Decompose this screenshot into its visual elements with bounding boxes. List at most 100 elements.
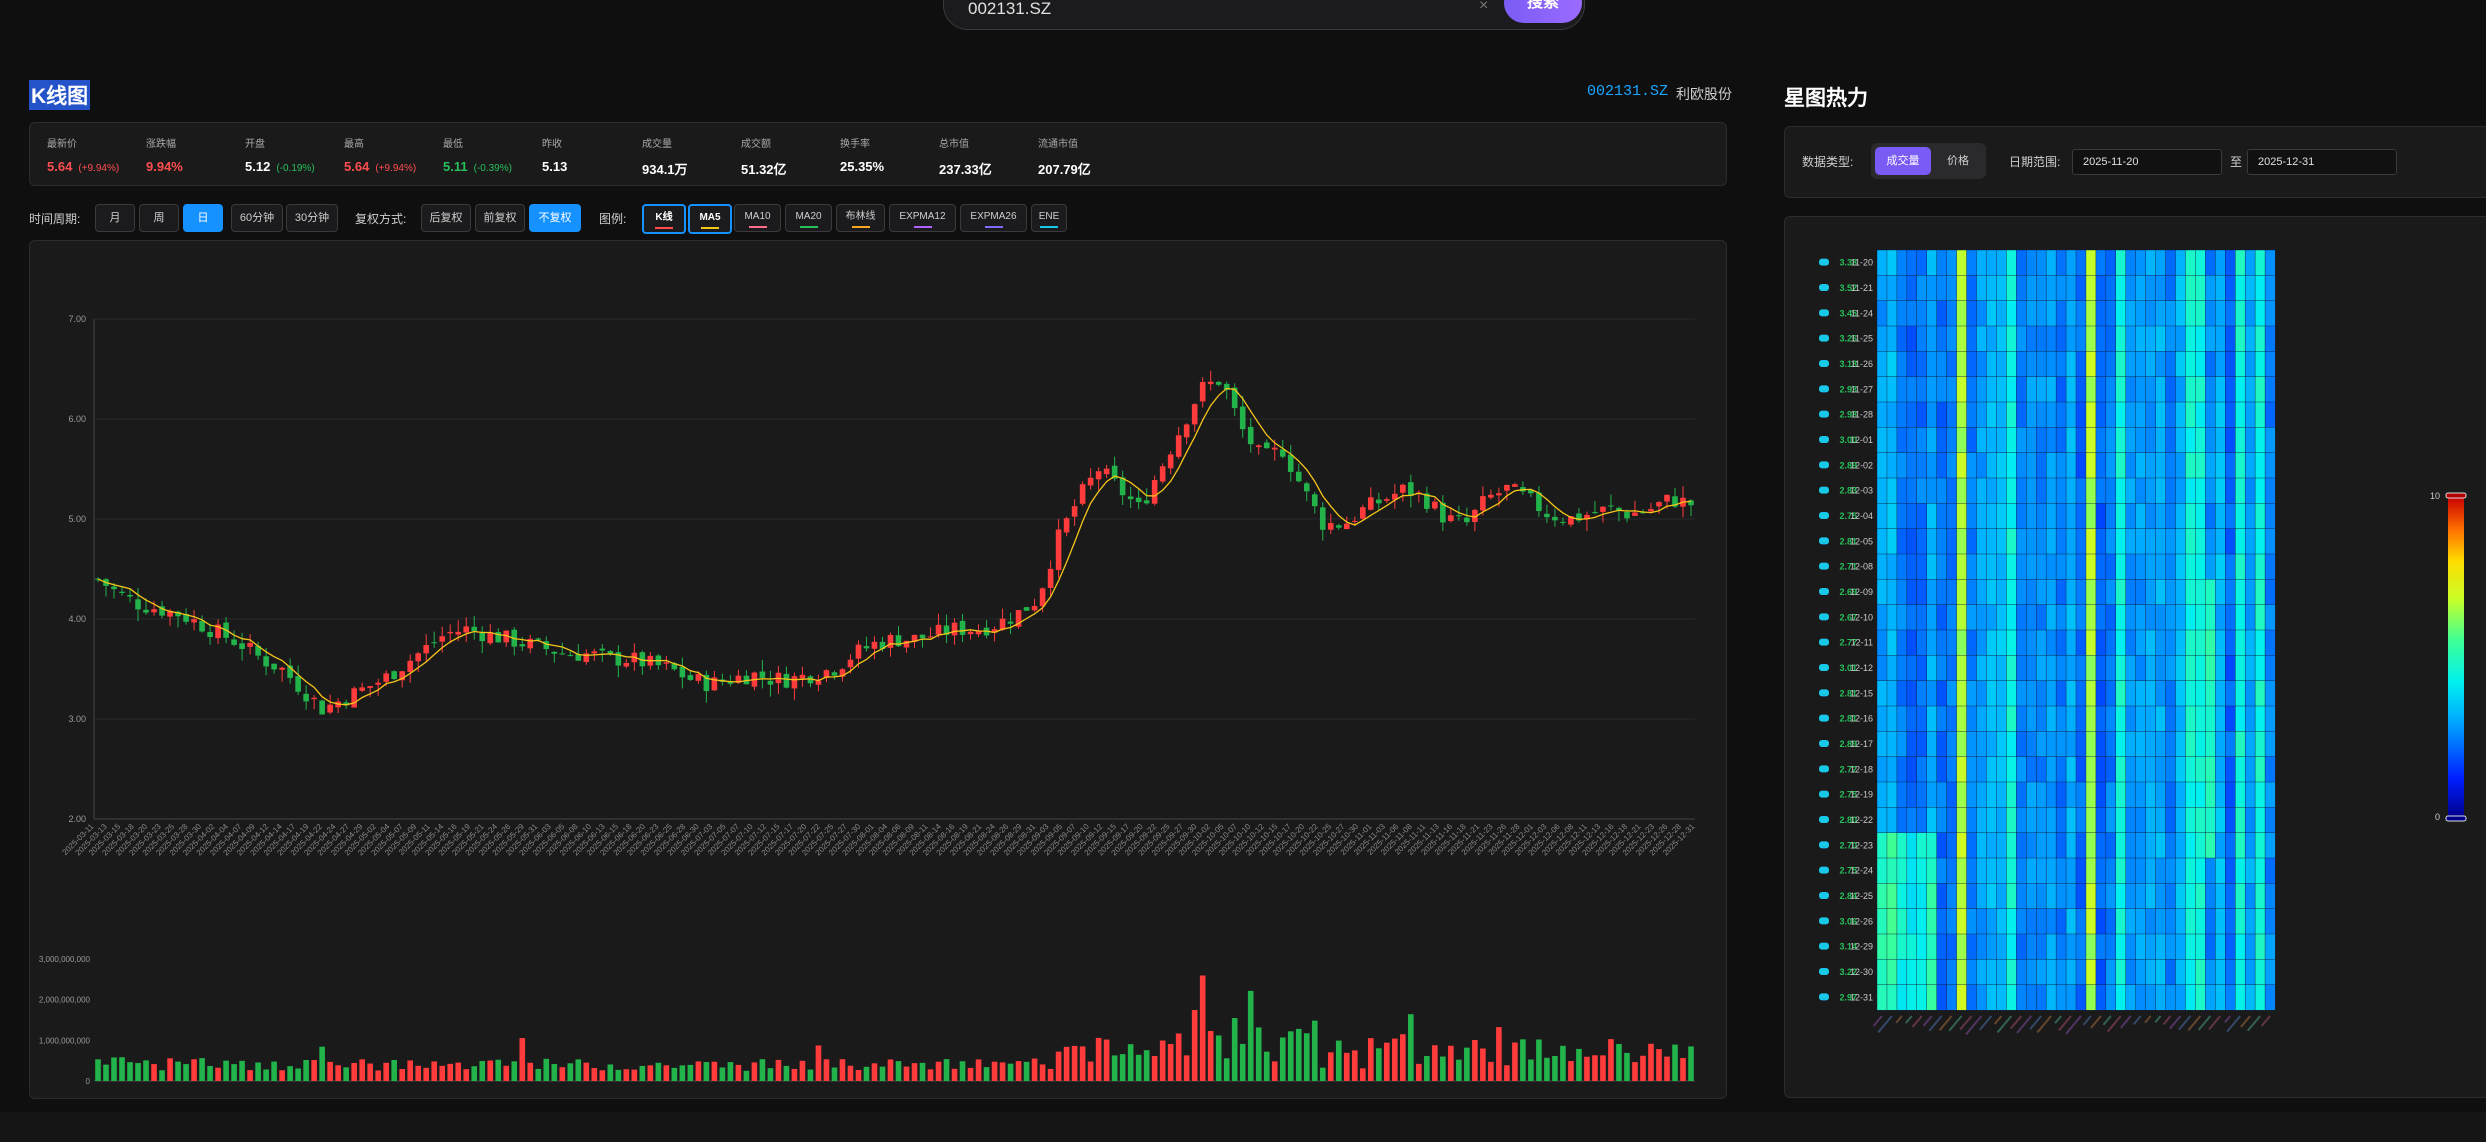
heatmap-cell — [1886, 300, 1898, 327]
heatmap-cell — [2215, 604, 2226, 631]
heatmap-cell — [2115, 857, 2127, 884]
legend-toggle[interactable]: EXPMA12 — [889, 204, 956, 232]
heatmap-cell — [2045, 579, 2057, 606]
heatmap-cell — [2264, 756, 2276, 783]
candle-body — [1279, 449, 1286, 457]
heatmap-cell — [1956, 959, 1968, 986]
candle-body — [863, 646, 870, 649]
search-input[interactable] — [966, 0, 1430, 23]
heatmap-cell — [2165, 325, 2176, 352]
volume-bar — [751, 1062, 758, 1081]
column-label — [1911, 1015, 1923, 1028]
candle-body — [839, 669, 846, 677]
heatmap-cell — [2026, 857, 2037, 884]
kline-title: K线图 — [29, 80, 91, 110]
heatmap-cell — [1896, 401, 1908, 428]
volume-bar — [527, 1062, 534, 1081]
heatmap-cell — [2055, 731, 2067, 758]
heatmap-cell — [2155, 249, 2167, 276]
candle-body — [1688, 500, 1694, 506]
legend-toggle[interactable]: MA10 — [734, 204, 781, 232]
heatmap-cell — [1966, 807, 1978, 834]
period-button[interactable]: 周 — [139, 204, 179, 232]
heatmap-cell — [2055, 503, 2067, 530]
start-date-input[interactable]: 2025-11-20 — [2072, 149, 2222, 175]
period-button[interactable]: 月 — [95, 204, 135, 232]
heatmap-chart[interactable]: 3.3811-203.5211-213.4511-243.2611-253.18… — [1785, 217, 2486, 1097]
heatmap-cell — [2135, 579, 2147, 606]
type-price-button[interactable]: 价格 — [1947, 155, 1969, 167]
column-label — [1996, 1015, 2013, 1034]
heatmap-cell — [2095, 629, 2107, 656]
heatmap-cell — [1966, 731, 1978, 758]
type-volume-button[interactable]: 成交量 — [1875, 147, 1931, 175]
heatmap-cell — [1996, 680, 2007, 707]
legend-toggle[interactable]: MA20 — [785, 204, 832, 232]
heatmap-cell — [2254, 528, 2266, 555]
heatmap-cell — [2016, 401, 2027, 428]
heatmap-cell — [1996, 883, 2007, 910]
heatmap-cell — [1906, 300, 1918, 327]
volume-bar — [943, 1059, 950, 1081]
heatmap-cell — [2006, 984, 2017, 1011]
row-date-label: 12-31 — [1850, 992, 1873, 1002]
row-marker — [1819, 537, 1829, 545]
volume-bar — [1544, 1057, 1550, 1081]
stat-value: 5.13 — [542, 159, 567, 174]
legend-swatch — [799, 226, 818, 228]
adjust-button[interactable]: 前复权 — [475, 204, 525, 232]
kline-chart[interactable]: 2.003.004.005.006.007.002025-03-112025-0… — [30, 241, 1726, 1098]
heatmap-cell — [1896, 959, 1908, 986]
volume-bar — [1255, 1027, 1262, 1081]
volume-bar — [215, 1067, 221, 1081]
heatmap-cell — [1906, 933, 1918, 960]
heatmap-cell — [2215, 756, 2226, 783]
heatmap-cell — [2065, 731, 2077, 758]
heatmap-cell — [2175, 477, 2186, 504]
heatmap-cell — [2155, 807, 2167, 834]
clear-icon[interactable]: × — [1479, 0, 1489, 14]
volume-bar — [1103, 1039, 1110, 1081]
heatmap-cell — [2095, 908, 2107, 935]
heatmap-cell — [2026, 933, 2037, 960]
candle-body — [143, 609, 149, 613]
period-button[interactable]: 60分钟 — [231, 204, 283, 232]
heatmap-cell — [1936, 908, 1948, 935]
stat-label: 换手率 — [840, 139, 870, 150]
heatmap-cell — [1876, 553, 1888, 580]
heatmap-cell — [1896, 908, 1908, 935]
legend-toggle[interactable]: 布林线 — [836, 204, 885, 232]
heatmap-cell — [2185, 325, 2196, 352]
candle-body — [1303, 483, 1310, 492]
candle-body — [1464, 517, 1470, 523]
legend-toggle[interactable]: K线 — [642, 204, 686, 234]
row-value: 3.00 — [1839, 435, 1857, 445]
legend-toggle[interactable]: ENE — [1031, 204, 1067, 232]
heatmap-cell — [2125, 401, 2137, 428]
search-button[interactable]: 搜索 — [1504, 0, 1582, 23]
period-button[interactable]: 30分钟 — [286, 204, 338, 232]
heatmap-cell — [2165, 655, 2176, 682]
candle-body — [671, 662, 678, 670]
heatmap-cell — [2225, 629, 2236, 656]
heatmap-cell — [1966, 401, 1978, 428]
candle-body — [783, 673, 790, 688]
volume-bar — [439, 1065, 446, 1081]
candle-body — [1231, 387, 1238, 409]
adjust-button[interactable]: 不复权 — [529, 204, 581, 232]
heatmap-cell — [2105, 731, 2117, 758]
adjust-button[interactable]: 后复权 — [421, 204, 471, 232]
heatmap-cell — [2195, 984, 2206, 1011]
heatmap-cell — [2016, 807, 2027, 834]
volume-bar — [271, 1061, 277, 1081]
legend-toggle[interactable]: MA5 — [688, 204, 732, 234]
heatmap-cell — [1896, 249, 1908, 276]
period-button[interactable]: 日 — [183, 204, 223, 232]
column-label — [2090, 1015, 2102, 1029]
end-date-input[interactable]: 2025-12-31 — [2247, 149, 2397, 175]
stat-label: 成交额 — [741, 139, 771, 150]
legend-toggle[interactable]: EXPMA26 — [960, 204, 1027, 232]
data-type-toggle: 成交量 价格 — [1871, 143, 1986, 179]
heatmap-cell — [1946, 249, 1958, 276]
heatmap-cell — [2205, 325, 2216, 352]
